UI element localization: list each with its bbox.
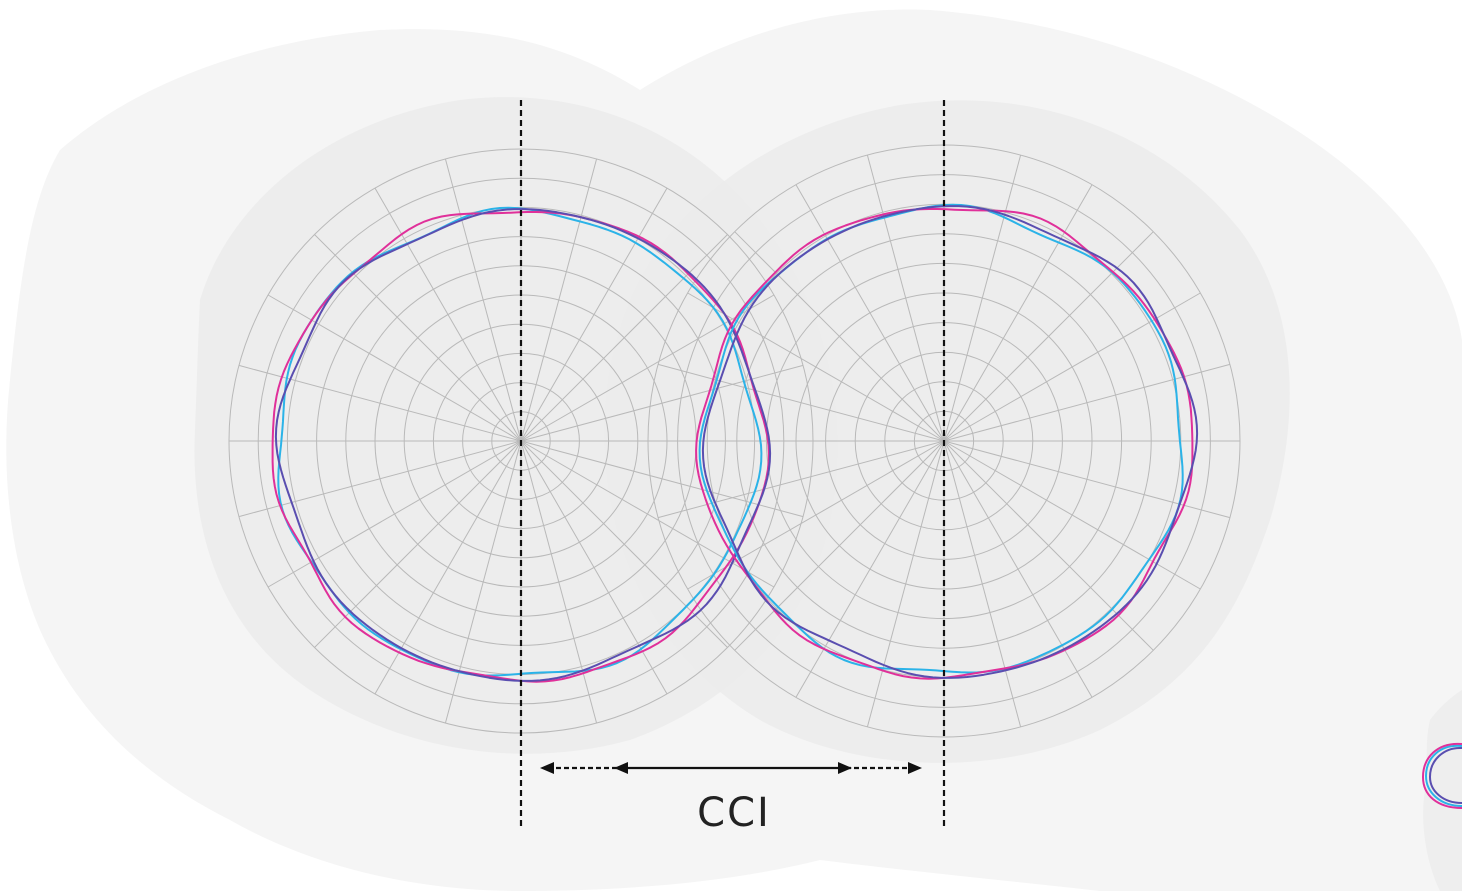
edge-trace-purple xyxy=(1428,746,1462,804)
right-grid-spoke xyxy=(943,231,1154,442)
cci-arrowhead-outer-right xyxy=(908,762,922,774)
cci-arrowhead-outer-left xyxy=(540,762,554,774)
right-edge-shadow-blob xyxy=(1423,690,1462,891)
left-grid-spoke xyxy=(520,440,598,724)
cci-arrowhead-inner-right xyxy=(838,762,852,774)
right-grid-spoke xyxy=(943,184,1093,442)
right-grid-spoke xyxy=(943,292,1201,442)
right-grid-spoke xyxy=(734,440,945,651)
left-grid-spoke xyxy=(520,234,728,442)
left-grid-spoke xyxy=(520,187,668,442)
right-grid-spoke xyxy=(943,440,1201,590)
right-grid-spoke xyxy=(943,154,1022,442)
right-trace-magenta xyxy=(695,208,1194,680)
left-trace-purple xyxy=(274,208,772,682)
right-grid-spoke xyxy=(866,154,945,442)
left-trace-magenta xyxy=(271,211,770,683)
left-grid-spoke xyxy=(520,440,804,518)
edge-trace-cyan xyxy=(1424,744,1462,807)
left-trace-cyan xyxy=(277,206,763,677)
right-grid-spoke xyxy=(795,184,945,442)
edge-trace-fragment xyxy=(1421,742,1462,809)
right-trace-purple xyxy=(701,205,1199,679)
cci-arrowhead-inner-left xyxy=(614,762,628,774)
background-shadows xyxy=(6,9,1462,891)
traces-right xyxy=(695,203,1199,680)
edge-trace-magenta xyxy=(1421,742,1462,809)
right-grid-spoke xyxy=(687,440,945,590)
left-grid-spoke xyxy=(520,158,598,442)
left-grid-spoke xyxy=(444,158,522,442)
left-grid-spoke xyxy=(520,440,728,648)
right-grid-spoke xyxy=(795,440,945,698)
traces-left xyxy=(271,206,772,683)
right-grid-spoke xyxy=(734,231,945,442)
left-grid-spoke xyxy=(520,364,804,442)
left-grid-spoke xyxy=(374,187,522,442)
right-grid-spoke xyxy=(943,440,1093,698)
left-grid-spoke xyxy=(267,294,522,442)
right-grid-spoke xyxy=(943,440,1022,728)
left-grid-spoke xyxy=(314,234,522,442)
cci-arrow xyxy=(540,762,922,774)
cci-label: CCI xyxy=(697,790,771,836)
left-grid-spoke xyxy=(238,364,522,442)
left-grid-spoke xyxy=(444,440,522,724)
right-grid-spoke xyxy=(657,440,945,519)
right-grid-spoke xyxy=(687,292,945,442)
right-grid-spoke xyxy=(866,440,945,728)
right-grid-spoke xyxy=(657,363,945,442)
right-grid-spoke xyxy=(943,440,1231,519)
left-grid-spoke xyxy=(520,294,775,442)
left-grid-spoke xyxy=(238,440,522,518)
